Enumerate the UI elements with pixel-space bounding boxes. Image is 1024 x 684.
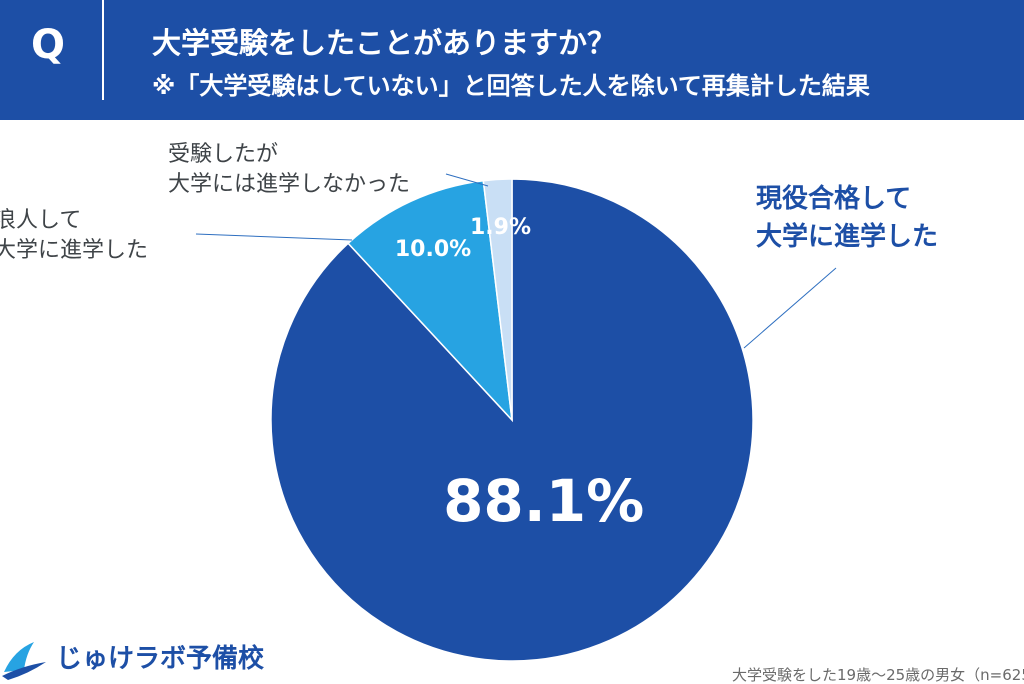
slice-category-label: 現役合格して 大学に進学した [756,180,938,256]
slice-category-label: 浪人して 大学に進学した [0,206,148,266]
slice-category-line: 大学には進学しなかった [168,172,411,197]
chart-subtitle: ※「大学受験はしていない」と回答した人を除いて再集計した結果 [152,72,870,100]
slice-category-line: 大学に進学した [756,222,939,252]
slice-value-label: 1.9% [470,215,531,240]
slice-value-label: 10.0% [395,237,471,262]
slice-category-line: 浪人して [0,208,82,233]
leader-line [195,233,353,241]
brand-logo: じゅけラボ予備校 [0,628,264,684]
slice-value-label: 88.1% [443,467,644,535]
leader-line [743,267,837,349]
brand-name: じゅけラボ予備校 [56,644,265,674]
slice-category-line: 現役合格して [756,184,912,214]
pie-slice [482,178,513,421]
footnote: 大学受験をした19歳〜25歳の男女（n=625） [732,666,1024,684]
brand-swoosh-icon [2,642,46,680]
leader-line [445,173,489,187]
slice-category-line: 受験したが [168,142,279,167]
header-bar: Q 大学受験をしたことがありますか？ ※「大学受験はしていない」と回答した人を除… [0,0,1024,120]
slice-category-label: 受験したが 大学には進学しなかった [168,140,410,200]
slice-category-line: 大学に進学した [0,238,149,263]
question-marker: Q [30,22,65,68]
chart-title: 大学受験をしたことがありますか？ [152,26,617,60]
header-divider [102,0,104,100]
